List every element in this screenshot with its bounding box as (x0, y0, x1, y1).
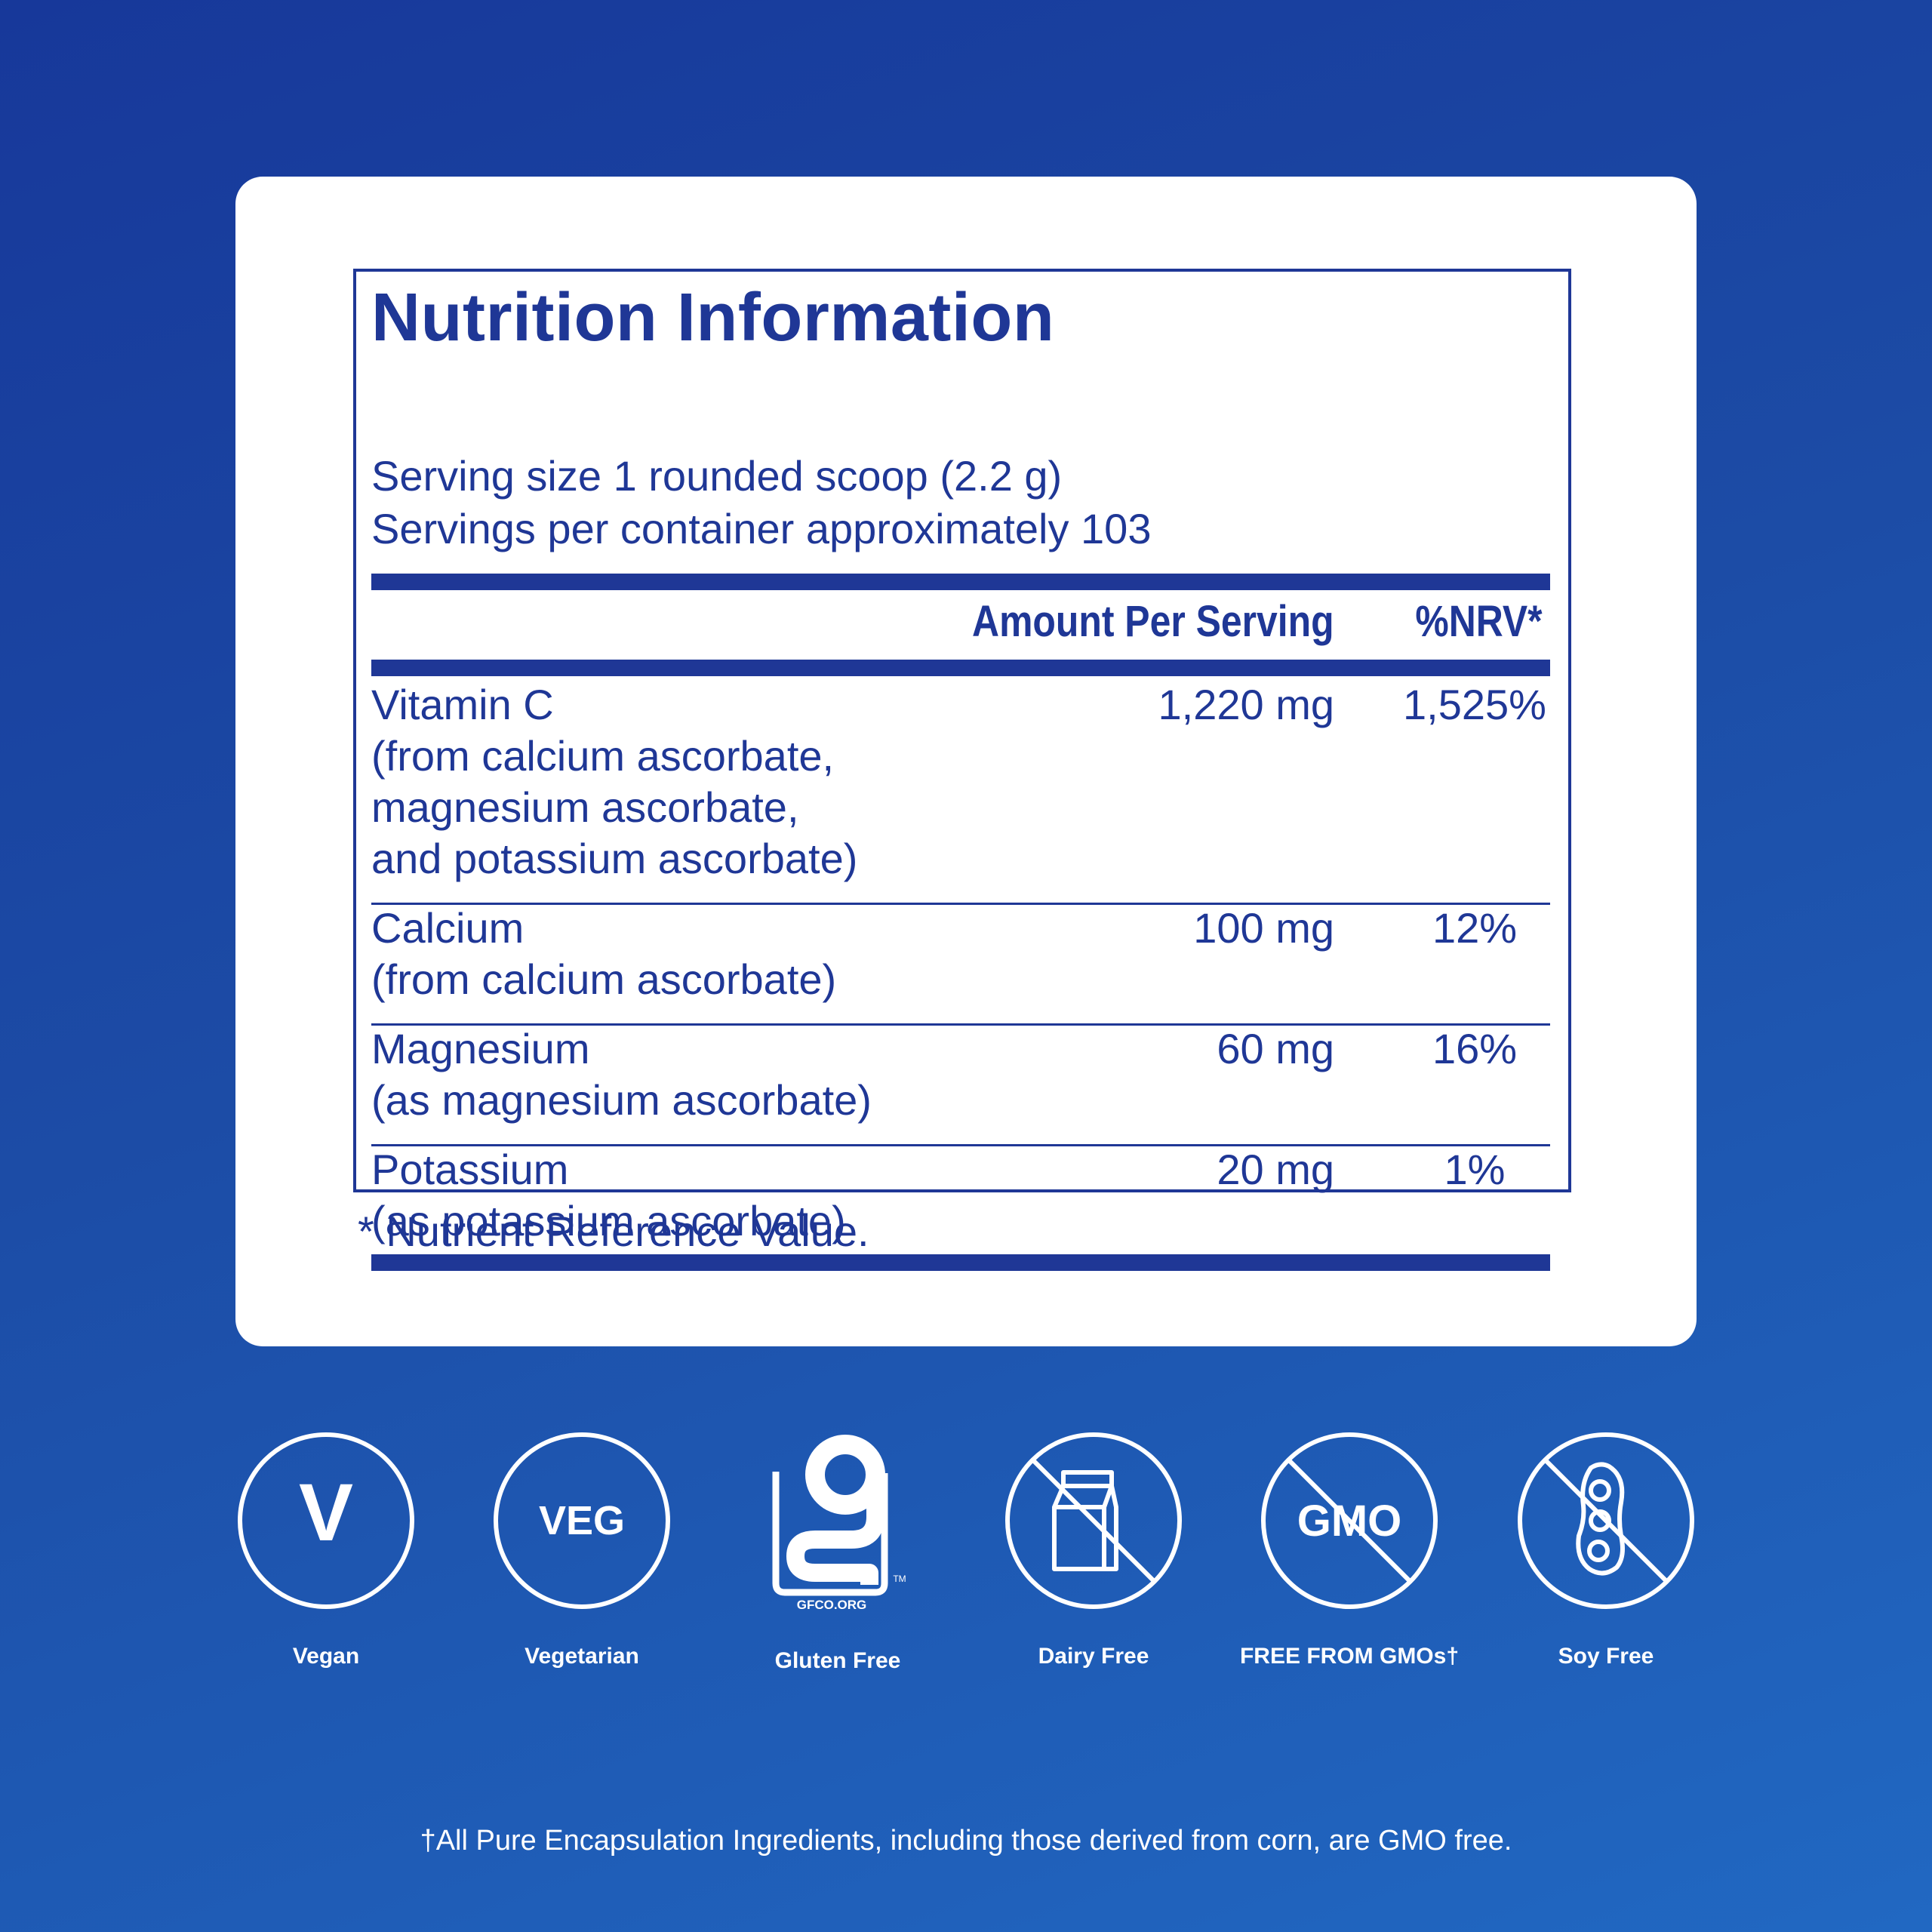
nutrition-panel: Nutrition Information Serving size 1 rou… (353, 269, 1571, 1271)
trademark-mark: TM (893, 1574, 906, 1584)
nutrient-amount: 20 mg (1217, 1146, 1334, 1193)
nutrient-source: (as potassium ascorbate) (371, 1197, 846, 1244)
nutrient-nrv: 12% (1432, 904, 1518, 952)
nutrient-source: magnesium ascorbate, (371, 783, 799, 831)
row-divider (371, 1144, 1550, 1146)
nutrient-source: and potassium ascorbate) (371, 835, 858, 882)
nutrient-amount: 100 mg (1193, 904, 1334, 952)
header-top-rule (371, 574, 1550, 590)
veg-icon: VEG (491, 1430, 672, 1611)
nutrient-nrv: 1% (1444, 1146, 1506, 1193)
no-gmo-icon: GMO (1259, 1430, 1440, 1611)
nutrient-name: Magnesium (371, 1025, 590, 1072)
gmo-glyph: GMO (1297, 1497, 1402, 1546)
nrv-footnote: * Nutrient Reference Value. (358, 1208, 869, 1255)
row-divider (371, 903, 1550, 905)
no-milk-carton-icon (1003, 1430, 1184, 1611)
badge-label-gluten-free: Gluten Free (774, 1648, 901, 1673)
nutrient-amount: 1,220 mg (1158, 681, 1335, 728)
servings-per-container: Servings per container approximately 103 (371, 505, 1152, 552)
badge-label-vegan: Vegan (292, 1644, 360, 1669)
nutrient-name: Vitamin C (371, 681, 554, 728)
column-header-amount: Amount Per Serving (972, 597, 1334, 646)
gmo-disclaimer: †All Pure Encapsulation Ingredients, inc… (420, 1825, 1512, 1857)
nutrient-nrv: 1,525% (1403, 681, 1546, 728)
nutrient-source: (from calcium ascorbate, (371, 732, 835, 780)
nutrition-card: Nutrition Information Serving size 1 rou… (235, 177, 1697, 1346)
column-header-nrv: %NRV* (1415, 597, 1543, 646)
veg-glyph: VEG (539, 1498, 625, 1543)
badge-label-gmo-free: FREE FROM GMOs† (1239, 1644, 1460, 1669)
vegan-glyph: V (299, 1466, 353, 1558)
nutrient-nrv: 16% (1432, 1025, 1518, 1072)
nutrient-source: (as magnesium ascorbate) (371, 1076, 872, 1124)
nutrient-amount: 60 mg (1217, 1025, 1334, 1072)
badge-label-soy-free: Soy Free (1558, 1644, 1654, 1669)
no-soybean-icon (1515, 1430, 1697, 1611)
serving-size: Serving size 1 rounded scoop (2.2 g) (371, 452, 1063, 500)
nutrient-source: (from calcium ascorbate) (371, 955, 837, 1003)
badge-label-vegetarian: Vegetarian (525, 1644, 639, 1669)
header-bottom-rule (371, 660, 1550, 676)
table-bottom-rule (371, 1254, 1550, 1271)
nutrient-name: Potassium (371, 1146, 569, 1193)
gfco-gluten-free-icon: GFCO.ORG TM (762, 1434, 943, 1615)
nutrient-name: Calcium (371, 904, 525, 952)
badge-label-dairy-free: Dairy Free (1038, 1644, 1149, 1669)
row-divider (371, 1023, 1550, 1026)
gfco-text: GFCO.ORG (797, 1598, 867, 1612)
nutrition-title: Nutrition Information (371, 280, 1055, 355)
vegan-v-icon: V (235, 1430, 417, 1611)
